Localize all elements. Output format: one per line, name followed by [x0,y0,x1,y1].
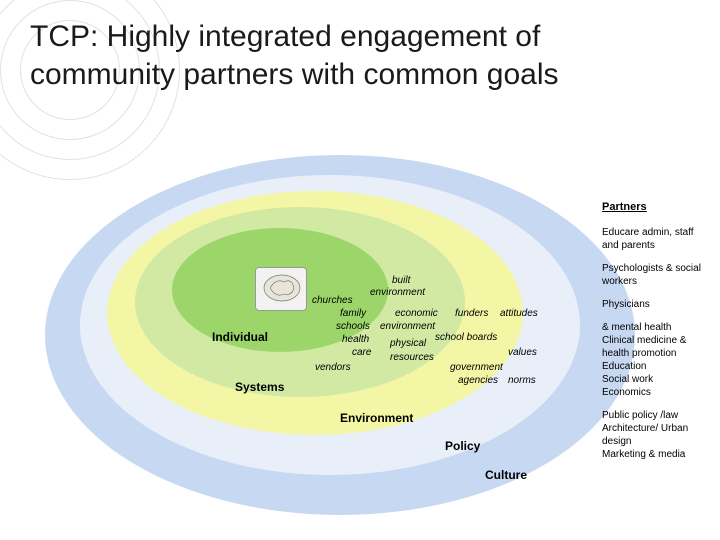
scatter-word: churches [312,295,353,306]
scatter-word: attitudes [500,308,538,319]
center-brain-image [255,267,307,311]
partner-block: Educare admin, staff and parents [602,226,712,252]
partners-column: Partners Educare admin, staff and parent… [602,200,712,471]
scatter-word: care [352,347,371,358]
scatter-word: environment [380,321,435,332]
scatter-word: family [340,308,366,319]
partner-block: Public policy /lawArchitecture/ Urban de… [602,409,712,461]
scatter-word: economic [395,308,438,319]
scatter-word: physical [390,338,426,349]
scatter-word: vendors [315,362,351,373]
scatter-word: agencies [458,375,498,386]
scatter-word: values [508,347,537,358]
partner-block: Psychologists & social workers [602,262,712,288]
scatter-word: built [392,275,410,286]
ring-label-systems: Systems [235,380,284,394]
scatter-word: environment [370,287,425,298]
ring-label-environment: Environment [340,411,413,425]
scatter-word: health [342,334,369,345]
ring-label-individual: Individual [212,330,268,344]
scatter-word: schools [336,321,370,332]
partners-header: Partners [602,200,712,214]
scatter-word: school boards [435,332,497,343]
scatter-word: norms [508,375,536,386]
scatter-word: government [450,362,503,373]
ring-label-culture: Culture [485,468,527,482]
page-title: TCP: Highly integrated engagement of com… [30,18,590,93]
partner-block: & mental healthClinical medicine & healt… [602,321,712,399]
scatter-word: resources [390,352,434,363]
ecological-diagram: Individual Systems Environment Policy Cultur… [40,155,680,525]
ring-label-policy: Policy [445,439,480,453]
partner-block: Physicians [602,298,712,311]
scatter-word: funders [455,308,488,319]
